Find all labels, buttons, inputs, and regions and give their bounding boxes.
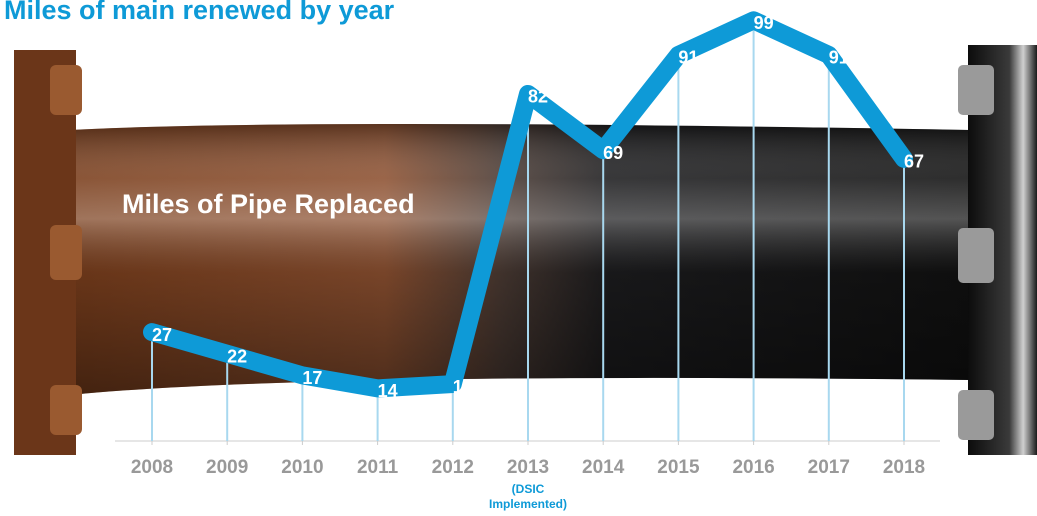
x-tick-label: 2008: [131, 457, 173, 478]
data-label: 82: [528, 87, 548, 107]
x-tick-label: 2013: [507, 457, 549, 478]
data-label: 15: [453, 377, 473, 397]
data-label: 67: [904, 152, 924, 172]
data-label: 17: [302, 368, 322, 388]
series-label: Miles of Pipe Replaced: [122, 189, 415, 219]
data-label: 69: [603, 143, 623, 163]
data-label: 22: [227, 346, 247, 366]
data-label: 27: [152, 325, 172, 345]
x-tick-label: 2014: [582, 457, 625, 478]
x-tick-label: 2011: [357, 457, 399, 478]
data-label: 14: [378, 381, 398, 401]
x-tick-label: 2009: [206, 457, 248, 478]
x-tick-label: 2016: [732, 457, 774, 478]
data-label: 99: [754, 13, 774, 33]
data-label: 91: [829, 48, 849, 68]
annotation: Implemented): [489, 497, 567, 511]
annotation: (DSIC: [512, 482, 545, 496]
x-tick-label: 2010: [281, 457, 323, 478]
chart: Miles of main renewed by year Miles of P…: [0, 0, 1037, 516]
x-tick-label: 2015: [657, 457, 700, 478]
x-tick-label: 2018: [883, 457, 925, 478]
x-tick-label: 2017: [808, 457, 850, 478]
x-tick-label: 2012: [432, 457, 474, 478]
data-label: 91: [678, 48, 698, 68]
chart-title: Miles of main renewed by year: [4, 0, 395, 25]
